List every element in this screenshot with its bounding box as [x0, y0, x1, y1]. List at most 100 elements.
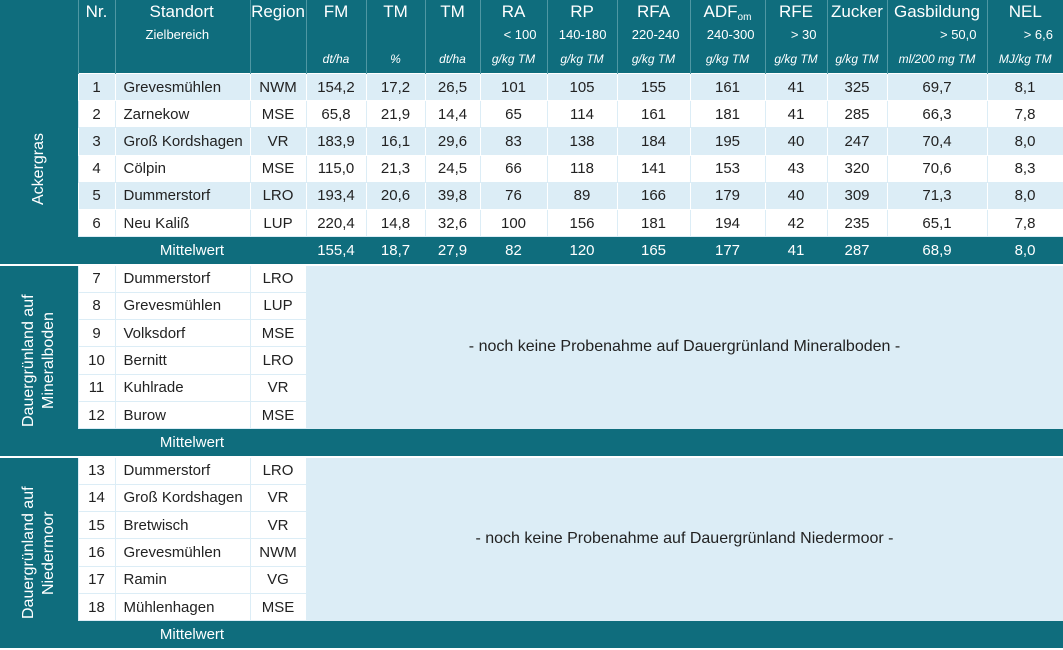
mean-value: 27,9: [425, 237, 480, 265]
cell: LRO: [250, 347, 306, 374]
cell: 17: [78, 566, 115, 593]
cell: 235: [827, 210, 887, 237]
mean-value: 177: [690, 237, 765, 265]
cell: Ramin: [115, 566, 250, 593]
cell: 17,2: [366, 74, 425, 101]
column-label: RFE: [766, 0, 827, 24]
cell: MSE: [250, 320, 306, 347]
mean-empty: [306, 429, 1063, 457]
cell: 2: [78, 101, 115, 128]
unit: g/kg TM: [766, 46, 827, 73]
cell: 179: [690, 182, 765, 209]
cell: 8,3: [987, 155, 1063, 182]
cell: Mühlenhagen: [115, 593, 250, 620]
label-text: Nr.: [86, 2, 108, 21]
label-text: RFE: [779, 2, 813, 21]
cell: LUP: [250, 210, 306, 237]
cell: 5: [78, 182, 115, 209]
cell: 7: [78, 265, 115, 293]
cell: Groß Kordshagen: [115, 128, 250, 155]
mean-row: Mittelwert: [0, 429, 1063, 457]
cell: 41: [765, 74, 827, 101]
cell: VR: [250, 512, 306, 539]
column-label: Region: [251, 0, 306, 24]
label-text: RA: [502, 2, 526, 21]
cell: 8: [78, 292, 115, 319]
cell: 21,3: [366, 155, 425, 182]
cell: 70,4: [887, 128, 987, 155]
cell: Zarnekow: [115, 101, 250, 128]
label-subscript: om: [738, 12, 752, 23]
group-label-cell: Dauergrünland auf Mineralboden: [0, 265, 78, 457]
group-label-cell: Dauergrünland auf Niedermoor: [0, 457, 78, 649]
cell: 65: [480, 101, 547, 128]
cell: Kuhlrade: [115, 374, 250, 401]
cell: Burow: [115, 401, 250, 428]
cell: VR: [250, 374, 306, 401]
cell: 114: [547, 101, 617, 128]
cell: 161: [617, 101, 690, 128]
cell: 89: [547, 182, 617, 209]
cell: LRO: [250, 182, 306, 209]
cell: 16: [78, 539, 115, 566]
cell: 181: [690, 101, 765, 128]
mean-label: Mittelwert: [78, 621, 306, 649]
cell: MSE: [250, 593, 306, 620]
column-label: TM: [367, 0, 425, 24]
cell: 9: [78, 320, 115, 347]
cell: 66,3: [887, 101, 987, 128]
cell: 43: [765, 155, 827, 182]
target-range: > 50,0: [888, 24, 987, 46]
column-label: Standort: [116, 0, 250, 24]
target-range: 240-300: [691, 24, 765, 46]
cell: Grevesmühlen: [115, 539, 250, 566]
cell: Bernitt: [115, 347, 250, 374]
cell: VR: [250, 128, 306, 155]
cell: Cölpin: [115, 155, 250, 182]
unit: g/kg TM: [548, 46, 617, 73]
group-label: Dauergrünland auf Mineralboden: [17, 266, 61, 456]
cell: Dummerstorf: [115, 265, 250, 293]
cell: Grevesmühlen: [115, 74, 250, 101]
unit: dt/ha: [426, 46, 480, 73]
cell: 141: [617, 155, 690, 182]
target-range: [79, 24, 115, 46]
cell: 247: [827, 128, 887, 155]
target-range: < 100: [481, 24, 547, 46]
label-text: ADF: [704, 2, 738, 21]
unit: ml/200 mg TM: [888, 46, 987, 73]
target-range: [426, 24, 480, 46]
cell: 41: [765, 101, 827, 128]
cell: 21,9: [366, 101, 425, 128]
mean-value: 41: [765, 237, 827, 265]
cell: MSE: [250, 401, 306, 428]
target-range: 220-240: [618, 24, 690, 46]
label-text: TM: [383, 2, 408, 21]
cell: Bretwisch: [115, 512, 250, 539]
cell: 101: [480, 74, 547, 101]
cell: 8,0: [987, 128, 1063, 155]
label-text: FM: [324, 2, 349, 21]
mean-value: 155,4: [306, 237, 366, 265]
cell: 8,1: [987, 74, 1063, 101]
label-text: RP: [570, 2, 594, 21]
cell: MSE: [250, 101, 306, 128]
label-text: Standort: [150, 2, 214, 21]
cell: 14: [78, 484, 115, 511]
cell: 11: [78, 374, 115, 401]
mean-value: 82: [480, 237, 547, 265]
cell: LRO: [250, 457, 306, 485]
cell: 118: [547, 155, 617, 182]
target-range: > 6,6: [988, 24, 1063, 46]
